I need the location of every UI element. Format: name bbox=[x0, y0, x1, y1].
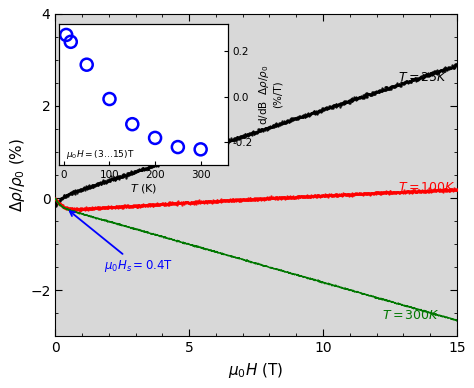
Text: $T=25$K: $T=25$K bbox=[398, 71, 448, 84]
Y-axis label: $\Delta\rho/\rho_0$ (%): $\Delta\rho/\rho_0$ (%) bbox=[9, 138, 27, 212]
X-axis label: $\mu_0 H$ (T): $\mu_0 H$ (T) bbox=[228, 361, 284, 380]
Text: $T=300$K: $T=300$K bbox=[382, 309, 440, 322]
Text: $\mu_0 H_s=0.4$T: $\mu_0 H_s=0.4$T bbox=[70, 211, 173, 274]
Y-axis label: d/dB  $\Delta\rho/\rho_0$
(%/T): d/dB $\Delta\rho/\rho_0$ (%/T) bbox=[257, 64, 283, 125]
Text: $T=100$K: $T=100$K bbox=[398, 181, 456, 194]
